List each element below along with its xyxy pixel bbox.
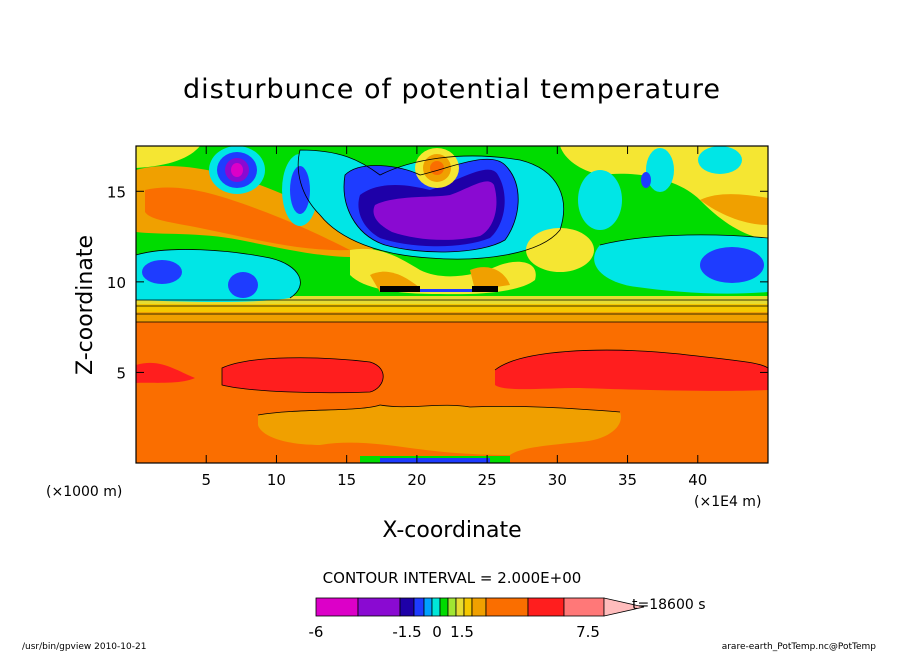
y-tick-label: 10 xyxy=(107,274,126,292)
colorbar-segment xyxy=(315,597,359,617)
red-band-edge xyxy=(136,362,195,383)
stripe-light-orange xyxy=(136,312,768,322)
plot-frame xyxy=(135,145,769,464)
far-right-blue-dot xyxy=(641,172,651,188)
left-cyan-band xyxy=(136,249,301,302)
x-axis-label: X-coordinate xyxy=(382,518,521,543)
colorbar-segment xyxy=(463,597,473,617)
x-tick-label: 10 xyxy=(267,471,286,489)
top-center-deep-orange xyxy=(430,161,444,175)
surface-blue xyxy=(380,458,490,463)
upper-left-deep-orange xyxy=(145,187,350,251)
colorbar-segment xyxy=(439,597,449,617)
left-blue-cell xyxy=(142,260,182,284)
left-blue-cell-2 xyxy=(228,272,258,298)
colorbar-label: 0 xyxy=(432,623,442,641)
chart-title: disturbunce of potential temperature xyxy=(183,74,721,105)
mid-right-yellow xyxy=(526,228,594,272)
colorbar-segment xyxy=(527,597,565,617)
x-tick-label: 15 xyxy=(337,471,356,489)
x-tick-label: 40 xyxy=(688,471,707,489)
colorbar-segment xyxy=(413,597,425,617)
lower-turbulent-layer xyxy=(258,405,621,455)
stripe-yellow xyxy=(136,296,768,306)
colorbar-segment xyxy=(485,597,529,617)
y-tick-label: 15 xyxy=(107,183,126,201)
colorbar-segment xyxy=(455,597,465,617)
red-band-left xyxy=(222,357,384,393)
footer-right: arare-earth_PotTemp.nc@PotTemp xyxy=(721,642,876,652)
upper-right-orange xyxy=(700,194,768,225)
colorbar-segment xyxy=(423,597,433,617)
x-tick-label: 20 xyxy=(407,471,426,489)
far-right-cyan xyxy=(646,148,674,192)
colorbar-segment xyxy=(431,597,441,617)
center-purple xyxy=(373,181,497,240)
left-blue-column xyxy=(290,166,310,214)
colorbar-segment xyxy=(563,597,605,617)
red-band-right xyxy=(495,350,768,391)
top-right-cyan xyxy=(698,146,742,174)
x-axis-ticks: 5 10 15 20 25 30 35 40 xyxy=(201,146,707,489)
x-tick-label: 5 xyxy=(201,471,211,489)
y-axis-label: Z-coordinate xyxy=(73,235,98,375)
top-left-yellow xyxy=(136,146,200,168)
stripe-gold xyxy=(136,304,768,314)
x-tick-label: 30 xyxy=(548,471,567,489)
colorbar-label: 1.5 xyxy=(450,623,474,641)
x-unit-left: (×1000 m) xyxy=(46,484,122,500)
top-left-magenta-cell xyxy=(231,163,243,177)
contour-interval-label: CONTOUR INTERVAL = 2.000E+00 xyxy=(323,569,582,587)
right-cyan-column xyxy=(578,170,622,230)
dense-contours-left xyxy=(380,286,420,292)
colorbar-label: -6 xyxy=(309,623,324,641)
y-tick-label: 5 xyxy=(116,364,126,382)
footer-left: /usr/bin/gpview 2010-10-21 xyxy=(22,642,147,652)
colorbar-label: 7.5 xyxy=(576,623,600,641)
contour-lines xyxy=(136,149,768,416)
colorbar-segment xyxy=(357,597,401,617)
contour-field xyxy=(136,146,768,463)
x-unit-right: (×1E4 m) xyxy=(694,494,761,510)
colorbar: -6 -1.5 0 1.5 7.5 xyxy=(309,597,645,641)
colorbar-segment xyxy=(471,597,487,617)
colorbar-label: -1.5 xyxy=(392,623,421,641)
dense-contours-right xyxy=(472,286,498,292)
center-orange-lens-2 xyxy=(470,267,510,290)
y-axis-ticks: 5 10 15 xyxy=(107,183,768,382)
x-tick-label: 35 xyxy=(618,471,637,489)
colorbar-time-label: t=18600 s xyxy=(632,597,706,613)
x-tick-label: 25 xyxy=(478,471,497,489)
right-blue-cell xyxy=(700,247,764,283)
colorbar-arrow xyxy=(603,597,645,617)
colorbar-segment xyxy=(399,597,415,617)
colorbar-segment xyxy=(447,597,457,617)
thin-blue-line xyxy=(420,289,472,292)
